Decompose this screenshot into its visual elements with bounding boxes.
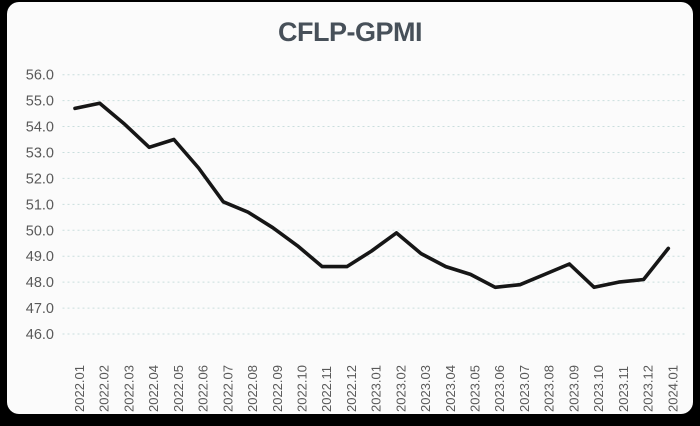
- data-series: [73, 101, 671, 290]
- y-tick-label: 47.0: [26, 301, 54, 317]
- x-tick-label: 2023.09: [566, 365, 581, 412]
- y-tick-label: 50.0: [26, 223, 54, 239]
- x-tick-label: 2023.04: [443, 365, 458, 412]
- y-axis-labels: 46.0 47.0 48.0 49.0 50.0 51.0 52.0 53.0 54.0 55.0…: [26, 68, 54, 343]
- x-tick-label: 2023.10: [591, 365, 606, 412]
- gridlines: [62, 74, 686, 335]
- x-tick-label: 2022.11: [319, 366, 334, 412]
- x-tick-label: 2022.09: [270, 365, 285, 412]
- x-tick-label: 2023.03: [418, 365, 433, 412]
- x-tick-label: 2022.10: [294, 365, 309, 412]
- y-tick-label: 56.0: [26, 68, 54, 84]
- y-tick-label: 51.0: [26, 197, 54, 213]
- chart-title: CFLP-GPMI: [278, 17, 422, 47]
- y-tick-label: 49.0: [26, 249, 54, 265]
- x-tick-label: 2022.05: [171, 365, 186, 412]
- x-tick-label: 2022.06: [196, 365, 211, 412]
- x-tick-label: 2023.01: [369, 365, 384, 412]
- x-tick-label: 2023.12: [641, 365, 656, 412]
- x-tick-label: 2022.12: [344, 365, 359, 412]
- chart-card: [7, 2, 693, 414]
- x-tick-label: 2023.05: [468, 365, 483, 412]
- y-tick-label: 48.0: [26, 275, 54, 291]
- x-tick-label: 2023.02: [393, 365, 408, 412]
- x-tick-label: 2024.01: [665, 365, 680, 412]
- y-tick-label: 54.0: [26, 120, 54, 136]
- y-tick-label: 52.0: [26, 171, 54, 187]
- x-tick-label: 2022.02: [97, 365, 112, 412]
- x-tick-label: 2023.11: [616, 366, 631, 412]
- y-tick-label: 46.0: [26, 327, 54, 343]
- x-axis-labels: 2022.01 2022.02 2022.03 2022.04 2022.05 2022.…: [72, 365, 680, 412]
- x-tick-label: 2022.04: [146, 365, 161, 412]
- x-tick-label: 2023.06: [492, 365, 507, 412]
- x-tick-label: 2023.08: [542, 365, 557, 412]
- series-line: [73, 101, 671, 290]
- y-tick-label: 53.0: [26, 145, 54, 161]
- x-tick-label: 2022.08: [245, 365, 260, 412]
- x-tick-label: 2022.01: [72, 365, 87, 412]
- x-tick-label: 2023.07: [517, 365, 532, 412]
- x-tick-label: 2022.07: [220, 365, 235, 412]
- y-tick-label: 55.0: [26, 94, 54, 110]
- x-tick-label: 2022.03: [121, 365, 136, 412]
